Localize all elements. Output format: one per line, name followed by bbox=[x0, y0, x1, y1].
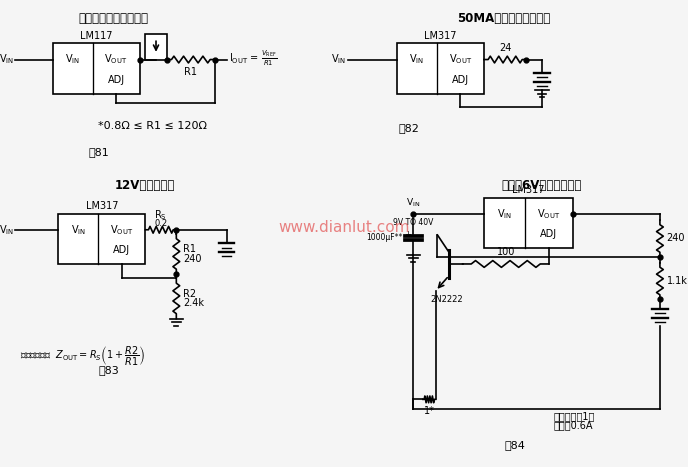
Bar bbox=[484, 198, 573, 248]
Text: 电流约0.6A: 电流约0.6A bbox=[554, 421, 593, 431]
Text: 240: 240 bbox=[667, 234, 685, 243]
Text: 12V电池充电器: 12V电池充电器 bbox=[115, 179, 175, 192]
Text: LM317: LM317 bbox=[424, 30, 457, 41]
Text: www.dianlut.com: www.dianlut.com bbox=[279, 219, 410, 235]
Text: V$_{\rm IN}$: V$_{\rm IN}$ bbox=[409, 53, 424, 66]
Bar bbox=[397, 43, 484, 94]
Text: 1*: 1* bbox=[424, 406, 435, 416]
Text: 100: 100 bbox=[497, 247, 515, 257]
Text: LM317: LM317 bbox=[512, 185, 545, 195]
Text: R1: R1 bbox=[183, 244, 196, 254]
Text: V$_{\rm IN}$: V$_{\rm IN}$ bbox=[497, 207, 512, 221]
Text: ADJ: ADJ bbox=[540, 229, 557, 240]
Text: V$_{\rm OUT}$: V$_{\rm OUT}$ bbox=[537, 207, 561, 221]
Text: V$_{\rm OUT}$: V$_{\rm OUT}$ bbox=[449, 53, 472, 66]
Text: I$_{\rm OUT}$ = $\frac{V_{\rm REF}}{R1}$: I$_{\rm OUT}$ = $\frac{V_{\rm REF}}{R1}$ bbox=[228, 49, 277, 68]
Bar bbox=[52, 43, 140, 94]
Text: R$_{\rm S}$: R$_{\rm S}$ bbox=[155, 208, 167, 222]
Text: *0.8Ω ≤ R1 ≤ 120Ω: *0.8Ω ≤ R1 ≤ 120Ω bbox=[98, 121, 206, 131]
Text: 图84: 图84 bbox=[504, 440, 525, 450]
Text: V$_{\rm IN}$: V$_{\rm IN}$ bbox=[0, 53, 14, 66]
Text: 0.2: 0.2 bbox=[154, 219, 167, 228]
Text: LM117: LM117 bbox=[80, 30, 112, 41]
Text: 取样电阻为1欧: 取样电阻为1欧 bbox=[554, 411, 595, 421]
Bar bbox=[145, 35, 166, 60]
Text: 图81: 图81 bbox=[89, 147, 109, 157]
Text: 小电流6V电池充电电路: 小电流6V电池充电电路 bbox=[502, 179, 582, 192]
Text: V$_{\rm IN}$: V$_{\rm IN}$ bbox=[0, 223, 14, 237]
Text: 2.4k: 2.4k bbox=[183, 298, 204, 308]
Text: V$_{\rm IN}$: V$_{\rm IN}$ bbox=[332, 53, 347, 66]
Text: 小电流恒流电路及应用: 小电流恒流电路及应用 bbox=[78, 12, 149, 25]
Text: +: + bbox=[405, 230, 411, 239]
Text: 电池电压上限  $Z_{\rm OUT} = R_S\left(1+\dfrac{R2}{R1}\right)$: 电池电压上限 $Z_{\rm OUT} = R_S\left(1+\dfrac{… bbox=[20, 345, 145, 368]
Text: V$_{\rm OUT}$: V$_{\rm OUT}$ bbox=[105, 53, 128, 66]
Text: 2N2222: 2N2222 bbox=[431, 295, 464, 304]
Text: 50MA电池恒流充电电路: 50MA电池恒流充电电路 bbox=[457, 12, 550, 25]
Bar bbox=[58, 214, 145, 264]
Text: R1: R1 bbox=[184, 67, 197, 77]
Text: 24: 24 bbox=[499, 43, 511, 53]
Text: 图82: 图82 bbox=[399, 123, 420, 133]
Text: R2: R2 bbox=[183, 289, 196, 298]
Text: ADJ: ADJ bbox=[114, 245, 131, 255]
Text: V$_{\rm IN}$: V$_{\rm IN}$ bbox=[65, 53, 80, 66]
Text: V$_{\rm IN}$: V$_{\rm IN}$ bbox=[406, 197, 420, 210]
Text: LM317: LM317 bbox=[85, 201, 118, 211]
Text: V$_{\rm OUT}$: V$_{\rm OUT}$ bbox=[110, 223, 133, 237]
Text: 1000μF**: 1000μF** bbox=[366, 233, 402, 242]
Text: ADJ: ADJ bbox=[107, 75, 125, 85]
Text: 1.1k: 1.1k bbox=[667, 276, 687, 286]
Text: 240: 240 bbox=[183, 254, 202, 264]
Text: V$_{\rm IN}$: V$_{\rm IN}$ bbox=[71, 223, 86, 237]
Text: 图83: 图83 bbox=[98, 365, 119, 375]
Text: 9V TO 40V: 9V TO 40V bbox=[393, 218, 433, 227]
Text: ADJ: ADJ bbox=[452, 75, 469, 85]
